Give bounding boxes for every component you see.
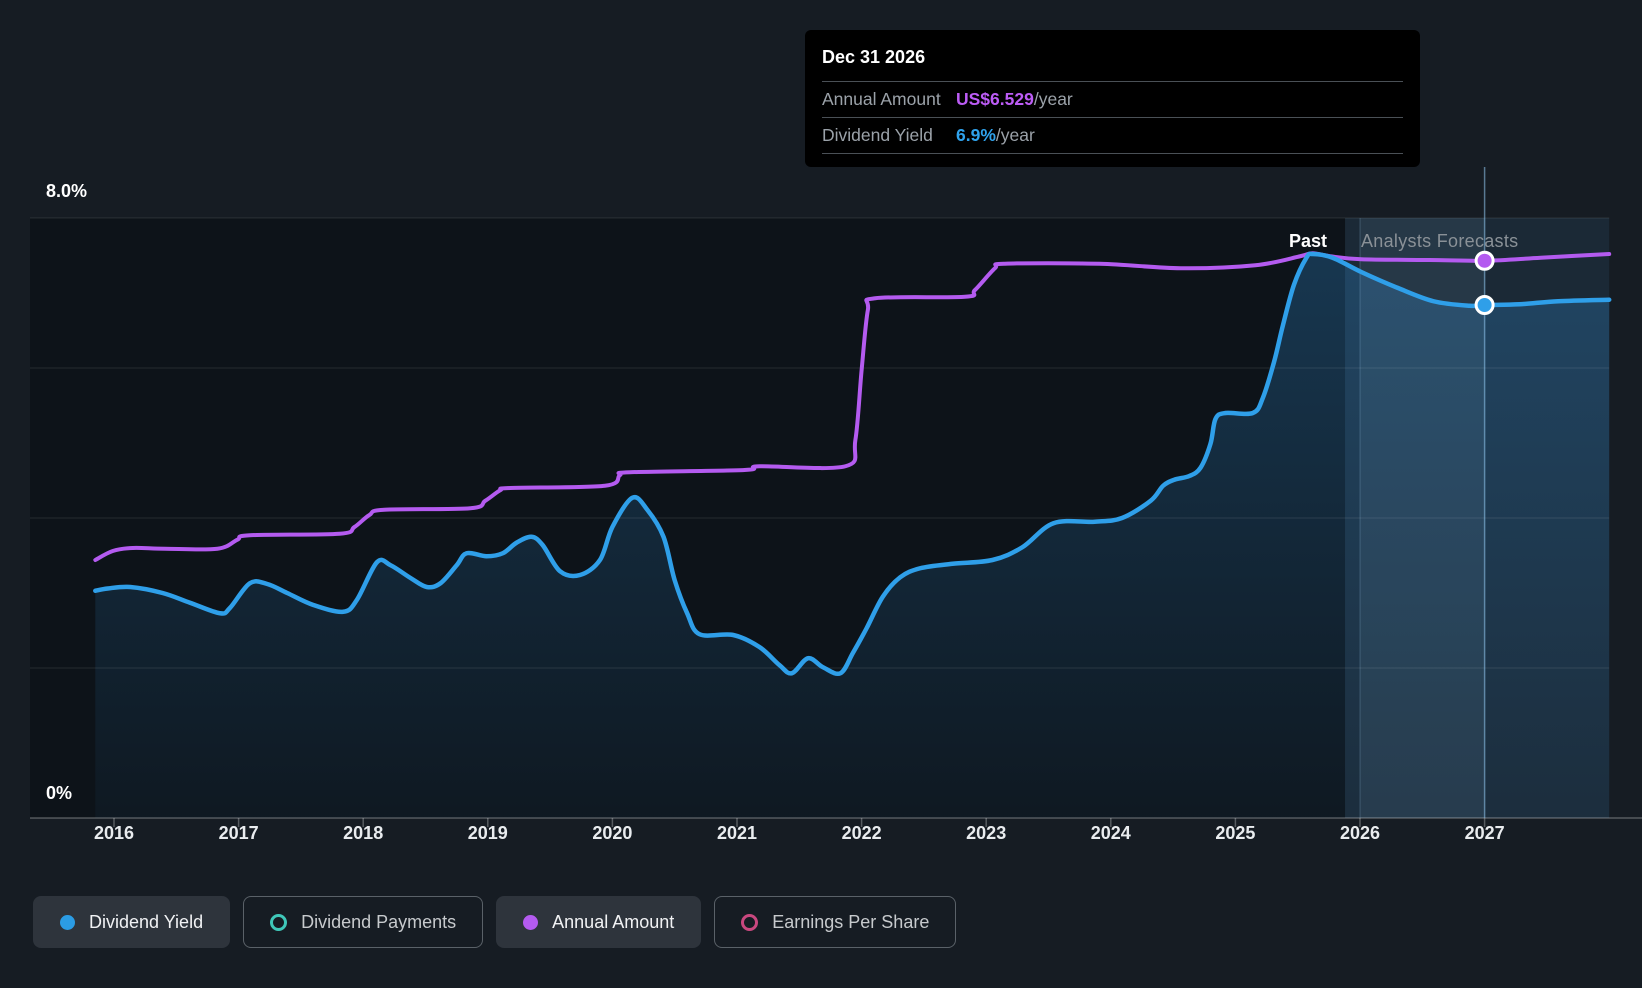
x-axis-label-2019: 2019 [467,823,508,843]
x-axis-label-2018: 2018 [343,823,384,843]
series-ring-icon [270,913,288,931]
tooltip-row-suffix: /year [995,125,1035,145]
x-axis-label-2021: 2021 [716,823,758,843]
y-axis-label-max: 8.0% [46,181,88,201]
legend-label: Earnings Per Share [772,911,930,932]
legend-label: Dividend Payments [301,911,457,932]
x-axis-label-2020: 2020 [592,823,633,843]
tooltip-row-suffix: /year [1033,89,1073,109]
legend-label: Annual Amount [552,911,675,932]
analysts-forecasts-label: Analysts Forecasts [1361,231,1519,251]
x-axis-label-2017: 2017 [218,823,259,843]
tooltip-row-value: US$6.529 [956,89,1034,109]
tooltip-row-value: 6.9% [956,125,996,145]
x-axis: 2016 2017 2018 2019 2020 2021 2022 2023 2024 2025… [0,823,1642,849]
series-dot-icon [523,914,539,930]
x-axis-label-2023: 2023 [966,823,1007,843]
x-axis-label-2025: 2025 [1215,823,1256,843]
x-axis-label-2016: 2016 [93,823,135,843]
tooltip-row: Annual Amount US$6.529/year [822,81,1403,117]
x-axis-label-2026: 2026 [1339,823,1381,843]
legend-toggle-earnings-per-share[interactable]: Earnings Per Share [714,896,957,948]
legend-toggle-dividend-payments[interactable]: Dividend Payments [243,896,484,948]
series-dot-icon [60,914,75,930]
y-axis-label-min: 0% [46,783,73,803]
legend-toggle-annual-amount[interactable]: Annual Amount [496,896,702,948]
x-axis-label-2027: 2027 [1464,823,1505,843]
past-region-label: Past [1288,231,1327,251]
tooltip-row-label: Annual Amount [822,89,941,109]
series-ring-icon [741,913,759,931]
x-axis-label-2022: 2022 [841,823,882,843]
chart-tooltip: Dec 31 2026 Annual Amount US$6.529/year Di… [805,30,1420,167]
chart-legend: Dividend Yield Dividend Payments Annual Am… [33,896,957,948]
tooltip-date: Dec 31 2026 [822,47,926,67]
tooltip-row: Dividend Yield 6.9%/year [822,117,1403,154]
x-axis-label-2024: 2024 [1090,823,1131,843]
legend-toggle-dividend-yield[interactable]: Dividend Yield [33,896,231,948]
legend-label: Dividend Yield [89,911,204,932]
tooltip-rows: Annual Amount US$6.529/year Dividend Yield… [822,81,1403,154]
tooltip-row-label: Dividend Yield [822,125,933,145]
